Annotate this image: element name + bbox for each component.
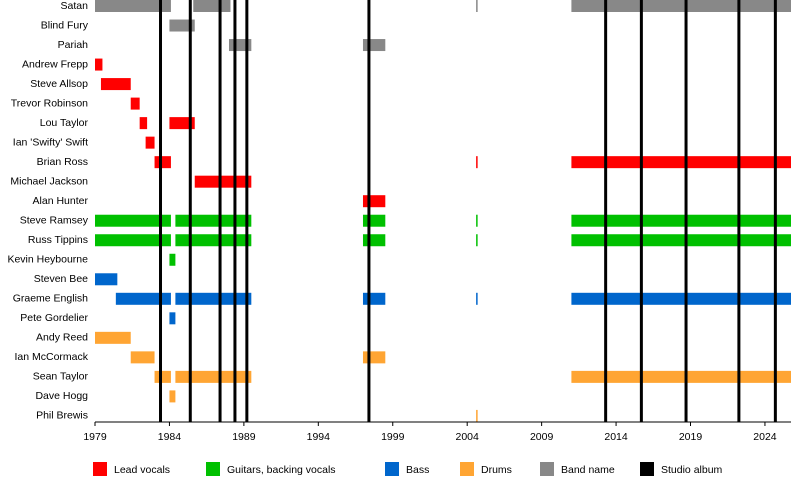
x-tick-label: 1994: [307, 431, 331, 443]
member-label: Phil Brewis: [36, 410, 88, 422]
x-tick-label: 2009: [530, 431, 554, 443]
legend-label: Drums: [481, 464, 512, 476]
tenure-bar: [95, 214, 171, 227]
tenure-bar: [154, 156, 171, 169]
tenure-bar: [476, 409, 478, 422]
tenure-bar: [571, 292, 791, 305]
legend-swatch: [640, 462, 654, 476]
x-tick-label: 2014: [604, 431, 628, 443]
member-label: Ian 'Swifty' Swift: [13, 136, 88, 148]
tenure-bar: [154, 370, 171, 383]
member-label: Russ Tippins: [28, 234, 88, 246]
tenure-bar: [95, 234, 171, 247]
member-label: Steve Allsop: [30, 78, 88, 90]
tenure-bar: [169, 390, 176, 403]
tenure-bar: [115, 292, 171, 305]
tenure-bar: [476, 234, 478, 247]
tenure-bar: [169, 19, 195, 32]
tenure-bar: [169, 117, 195, 130]
member-label: Alan Hunter: [33, 195, 89, 207]
tenure-bar: [571, 0, 791, 12]
tenure-bar: [571, 234, 791, 247]
tenure-bar: [175, 292, 252, 305]
x-tick-label: 2004: [456, 431, 480, 443]
x-tick-label: 1984: [158, 431, 182, 443]
legend-swatch: [93, 462, 107, 476]
member-label: Blind Fury: [41, 19, 89, 31]
tenure-bar: [476, 292, 478, 305]
tenure-bar: [130, 97, 140, 110]
tenure-bar: [571, 370, 791, 383]
x-tick-label: 1999: [381, 431, 405, 443]
tenure-bar: [476, 156, 478, 169]
legend-label: Bass: [406, 464, 429, 476]
legend-swatch: [385, 462, 399, 476]
tenure-bar: [175, 370, 252, 383]
tenure-bar: [169, 253, 176, 266]
legend-label: Band name: [561, 464, 615, 476]
legend-swatch: [460, 462, 474, 476]
tenure-bar: [362, 214, 386, 227]
tenure-bar: [194, 175, 252, 188]
member-label: Brian Ross: [37, 156, 88, 168]
member-label: Lou Taylor: [40, 117, 89, 129]
member-label: Andrew Frepp: [22, 58, 88, 70]
member-label: Steven Bee: [34, 273, 88, 285]
tenure-bar: [362, 39, 386, 52]
tenure-bar: [476, 0, 478, 12]
member-label: Trevor Robinson: [11, 97, 88, 109]
legend-swatch: [206, 462, 220, 476]
legend-label: Studio album: [661, 464, 723, 476]
tenure-bar: [362, 195, 386, 208]
tenure-bar: [100, 78, 131, 91]
tenure-bar: [95, 331, 131, 344]
member-label: Pariah: [58, 39, 89, 51]
tenure-bar: [95, 0, 171, 12]
tenure-bar: [95, 58, 103, 71]
x-tick-label: 1979: [83, 431, 107, 443]
legend-swatch: [540, 462, 554, 476]
member-label: Pete Gordelier: [20, 312, 88, 324]
tenure-bar: [193, 0, 231, 12]
x-tick-label: 2024: [753, 431, 777, 443]
member-label: Sean Taylor: [33, 371, 89, 383]
x-tick-label: 1989: [232, 431, 256, 443]
tenure-bar: [139, 117, 148, 130]
tenure-bar: [571, 214, 791, 227]
member-label: Steve Ramsey: [20, 215, 89, 227]
tenure-bar: [175, 214, 252, 227]
tenure-bar: [169, 312, 176, 325]
tenure-bar: [175, 234, 252, 247]
tenure-bar: [130, 351, 155, 364]
tenure-bar: [571, 156, 791, 169]
member-label: Graeme English: [13, 293, 88, 305]
member-label: Andy Reed: [36, 332, 88, 344]
member-label: Satan: [61, 0, 89, 12]
member-label: Ian McCormack: [14, 351, 88, 363]
x-tick-label: 2019: [679, 431, 703, 443]
legend-label: Guitars, backing vocals: [227, 464, 336, 476]
tenure-bar: [362, 234, 386, 247]
tenure-bar: [476, 214, 478, 227]
tenure-bar: [362, 351, 386, 364]
tenure-bar: [95, 273, 118, 286]
member-label: Dave Hogg: [35, 390, 88, 402]
tenure-bar: [362, 292, 386, 305]
member-label: Kevin Heybourne: [7, 254, 88, 266]
legend-label: Lead vocals: [114, 464, 170, 476]
member-label: Michael Jackson: [10, 175, 88, 187]
tenure-bar: [145, 136, 155, 149]
